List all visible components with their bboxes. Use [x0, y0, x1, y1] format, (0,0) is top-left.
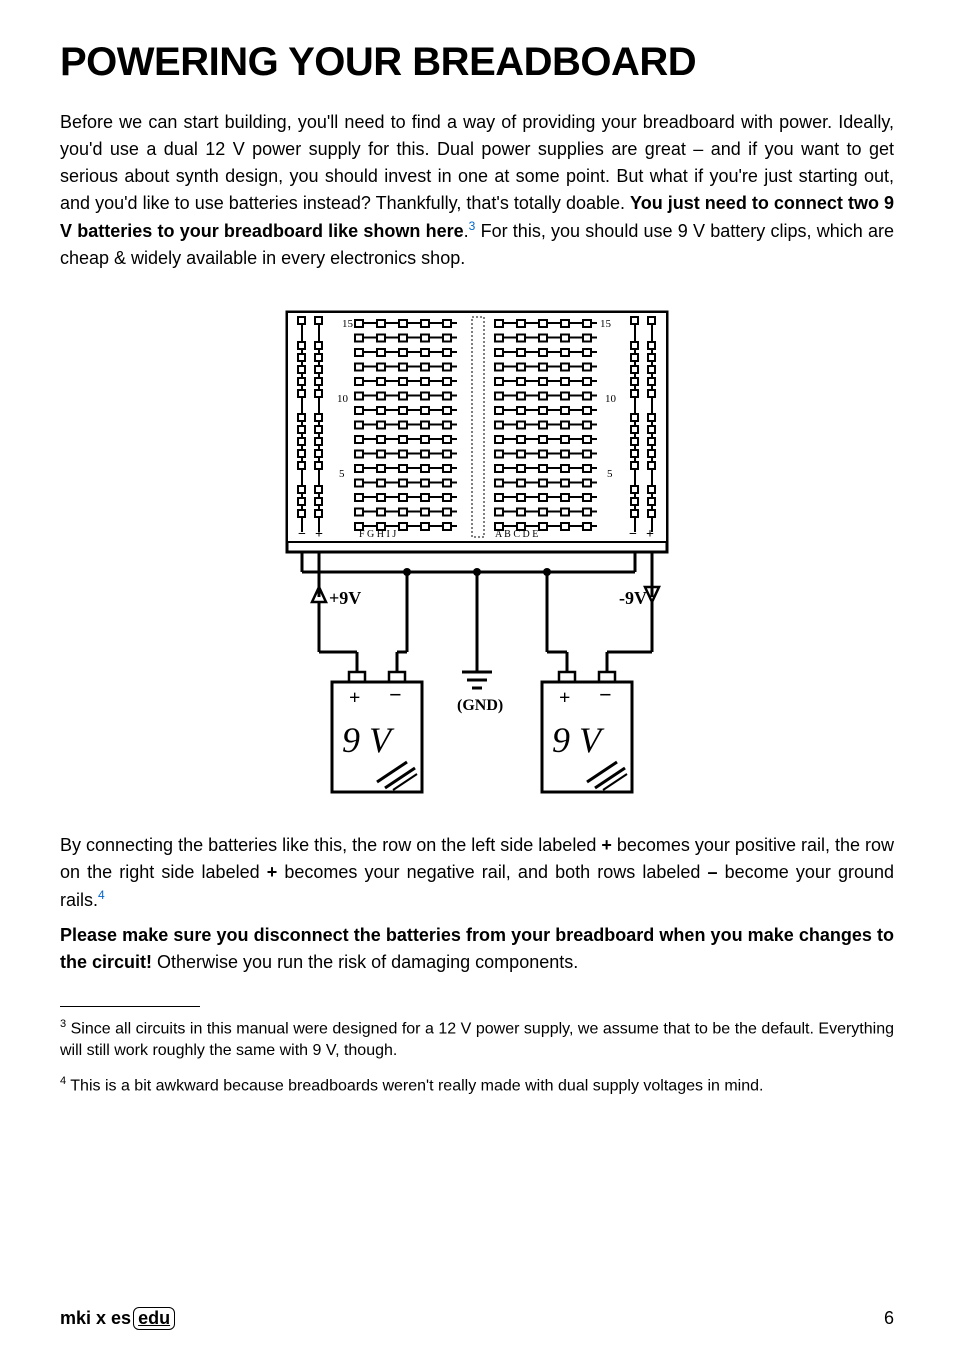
bold-text: + — [601, 835, 612, 855]
diagram-svg: − + − + — [257, 302, 697, 802]
svg-text:10: 10 — [337, 393, 349, 405]
svg-text:5: 5 — [339, 468, 345, 480]
footnote-text: Since all circuits in this manual were d… — [60, 1020, 894, 1059]
svg-text:+: + — [559, 687, 570, 709]
svg-text:-9V: -9V — [619, 588, 647, 608]
footnote-text: This is a bit awkward because breadboard… — [66, 1077, 763, 1094]
svg-text:+: + — [315, 527, 323, 542]
svg-text:5: 5 — [607, 468, 613, 480]
svg-text:15: 15 — [342, 318, 354, 330]
svg-text:15: 15 — [600, 318, 612, 330]
svg-text:A B C D E: A B C D E — [495, 529, 538, 540]
bold-text: + — [267, 862, 278, 882]
text: becomes your negative rail, and both row… — [277, 862, 707, 882]
svg-text:9 V: 9 V — [552, 720, 605, 760]
page-title: POWERING YOUR BREADBOARD — [60, 40, 894, 85]
paragraph-3: Please make sure you disconnect the batt… — [60, 922, 894, 976]
svg-text:9 V: 9 V — [342, 720, 395, 760]
text: Otherwise you run the risk of damaging c… — [152, 952, 578, 972]
svg-text:10: 10 — [605, 393, 617, 405]
svg-text:+9V: +9V — [329, 588, 361, 608]
svg-text:−: − — [389, 682, 402, 707]
footnote-3: 3 Since all circuits in this manual were… — [60, 1017, 894, 1062]
footnote-ref-4[interactable]: 4 — [98, 888, 105, 902]
page-number: 6 — [884, 1308, 894, 1329]
paragraph-2: By connecting the batteries like this, t… — [60, 832, 894, 914]
logo-text: mki x es — [60, 1308, 131, 1328]
bold-text: – — [708, 862, 718, 882]
svg-text:(GND): (GND) — [457, 697, 503, 714]
svg-text:−: − — [629, 527, 637, 542]
text: By connecting the batteries like this, t… — [60, 835, 601, 855]
svg-text:+: + — [349, 687, 360, 709]
footnote-separator — [60, 1006, 200, 1007]
logo-edu-badge: edu — [133, 1307, 175, 1330]
footnote-4: 4 This is a bit awkward because breadboa… — [60, 1074, 894, 1097]
svg-text:+: + — [646, 527, 654, 542]
brand-logo: mki x esedu — [60, 1307, 175, 1330]
page-footer: mki x esedu 6 — [60, 1307, 894, 1330]
svg-text:−: − — [599, 682, 612, 707]
svg-text:F G H I J: F G H I J — [359, 529, 396, 540]
paragraph-1: Before we can start building, you'll nee… — [60, 109, 894, 272]
svg-text:−: − — [298, 527, 306, 542]
breadboard-diagram: − + − + — [60, 302, 894, 802]
